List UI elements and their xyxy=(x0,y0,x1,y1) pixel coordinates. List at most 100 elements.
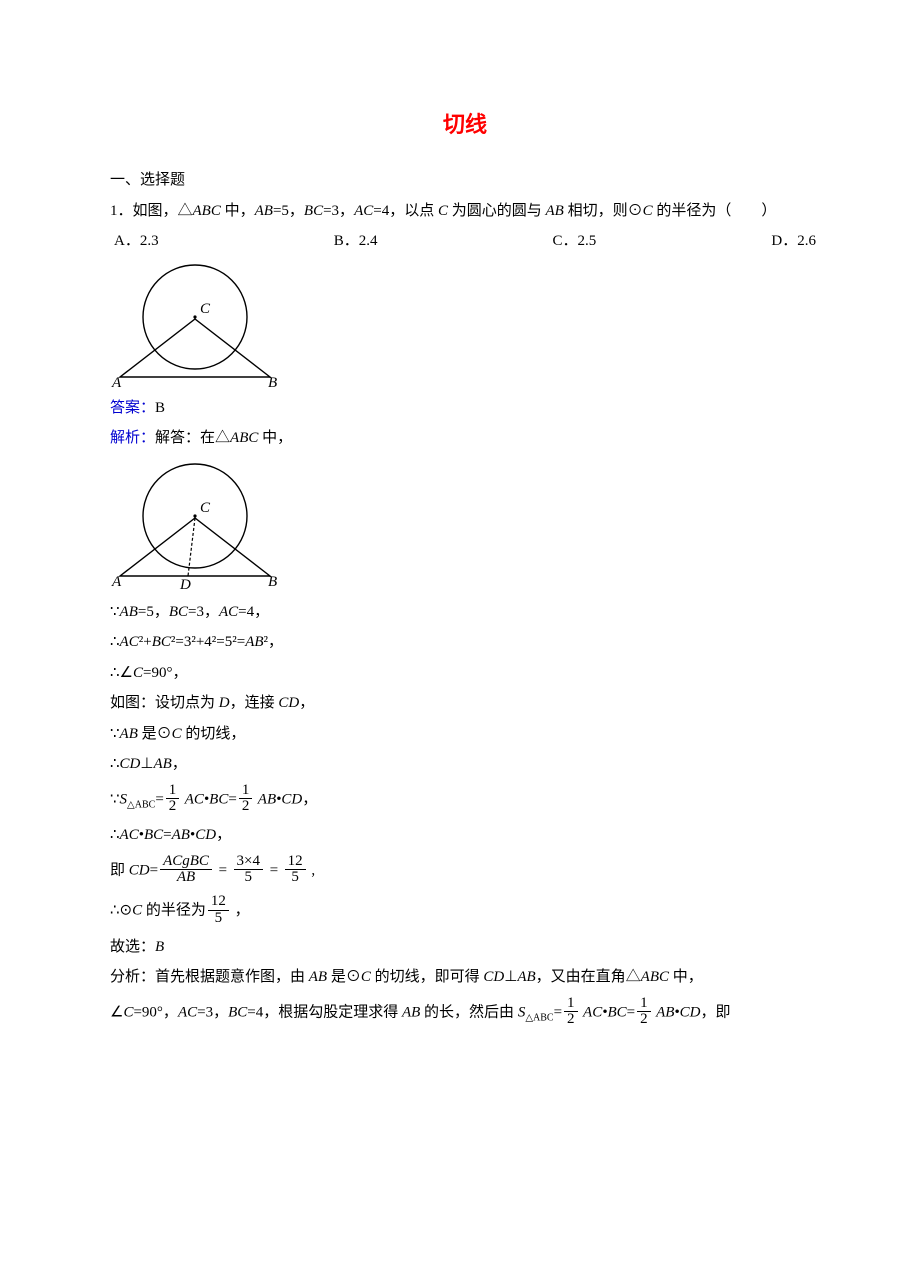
svg-text:D: D xyxy=(179,577,191,593)
t: 1 xyxy=(637,996,651,1013)
q1-c2: C xyxy=(643,203,653,219)
fraction-12-5-b: 125 xyxy=(208,894,229,927)
step-2: ∴AC²+BC²=3²+4²=5²=AB²， xyxy=(110,631,820,654)
t: 2 xyxy=(166,799,180,815)
q1-text: 1．如图，△ xyxy=(110,203,193,219)
t: 如图：设切点为 xyxy=(110,695,219,711)
svg-text:B: B xyxy=(268,375,277,389)
t: =5， xyxy=(138,604,169,620)
t: 分析：首先根据题意作图，由 xyxy=(110,969,309,985)
explain-label: 解析： xyxy=(110,430,155,446)
answer-label: 答案： xyxy=(110,400,155,416)
t: = xyxy=(228,791,236,807)
t: AC xyxy=(219,604,238,620)
t: 5 xyxy=(208,911,229,927)
t: 3×4 xyxy=(234,854,263,871)
t: ，连接 xyxy=(230,695,279,711)
t: ∵ xyxy=(110,791,120,807)
t: B xyxy=(155,939,164,955)
t: ⊥ xyxy=(140,756,153,772)
t: ACgBC xyxy=(160,854,212,871)
q1-c: C xyxy=(438,203,448,219)
t: AC•BC xyxy=(580,1004,627,1020)
t: AB xyxy=(120,604,138,620)
t: AB xyxy=(120,726,138,742)
t: 故选： xyxy=(110,939,155,955)
t: ²=3²+4²=5²= xyxy=(171,634,245,650)
t: 1 xyxy=(239,783,253,800)
t: 2 xyxy=(637,1012,651,1028)
t: 1 xyxy=(166,783,180,800)
t: △ABC xyxy=(127,799,155,810)
analysis-2: ∠C=90°，AC=3，BC=4，根据勾股定理求得 AB 的长，然后由 S△AB… xyxy=(110,997,820,1030)
t: = xyxy=(554,1004,562,1020)
answer-row: 答案：B xyxy=(110,397,820,420)
step-4: 如图：设切点为 D，连接 CD， xyxy=(110,692,820,715)
q1-text: =5， xyxy=(273,203,304,219)
t: ²， xyxy=(264,634,284,650)
t: AB xyxy=(172,827,190,843)
t: ， xyxy=(231,903,250,919)
t: ，即 xyxy=(701,1004,731,1020)
t: ， xyxy=(302,791,317,807)
t: C xyxy=(132,903,142,919)
q1-ab: AB xyxy=(255,203,273,219)
t: AB xyxy=(160,870,212,886)
t: AB xyxy=(309,969,327,985)
fraction-half-2: 12 xyxy=(239,783,253,816)
t: CD xyxy=(129,862,150,878)
t: CD xyxy=(278,695,299,711)
t: 中， xyxy=(669,969,703,985)
t: 5 xyxy=(234,870,263,886)
t: 5 xyxy=(285,870,306,886)
step-11: 故选：B xyxy=(110,936,820,959)
option-b: B．2.4 xyxy=(334,230,378,253)
t: = xyxy=(265,862,283,878)
diagram-1-svg: C A B xyxy=(110,259,285,389)
q1-ac: AC xyxy=(354,203,373,219)
step-10: ∴⊙C 的半径为125 ， xyxy=(110,895,820,928)
q1-text: =4，以点 xyxy=(373,203,438,219)
t: =90°， xyxy=(143,665,187,681)
fraction-acbc-ab: ACgBCAB xyxy=(160,854,212,887)
t: ， xyxy=(299,695,314,711)
t: = xyxy=(150,862,158,878)
t: AB•CD xyxy=(254,791,302,807)
q1-abc: ABC xyxy=(193,203,221,219)
diagram-2: C A B D xyxy=(110,458,820,593)
svg-text:B: B xyxy=(268,574,277,590)
t: D xyxy=(219,695,230,711)
t: AB xyxy=(517,969,535,985)
explain-row: 解析：解答：在△ABC 中， xyxy=(110,427,820,450)
step-6: ∴CD⊥AB， xyxy=(110,753,820,776)
svg-text:A: A xyxy=(111,375,122,389)
t: =4，根据勾股定理求得 xyxy=(247,1004,402,1020)
section-heading: 一、选择题 xyxy=(110,169,820,192)
step-1: ∵AB=5，BC=3，AC=4， xyxy=(110,601,820,624)
t: ∵ xyxy=(110,726,120,742)
question-1-options: A．2.3 B．2.4 C．2.5 D．2.6 xyxy=(114,230,816,253)
option-d: D．2.6 xyxy=(771,230,816,253)
t: ， xyxy=(172,756,187,772)
t: , xyxy=(308,862,316,878)
step-7: ∵S△ABC=12 AC•BC=12 AB•CD， xyxy=(110,784,820,817)
t: 是⊙ xyxy=(327,969,361,985)
q1-text: =3， xyxy=(323,203,354,219)
t: ABC xyxy=(641,969,669,985)
step-9: 即 CD=ACgBCAB = 3×45 = 125 , xyxy=(110,855,820,888)
q1-text: 相切，则⊙ xyxy=(564,203,643,219)
fraction-12-5: 125 xyxy=(285,854,306,887)
diagram-2-svg: C A B D xyxy=(110,458,285,593)
t: AB•CD xyxy=(653,1004,701,1020)
t: CD xyxy=(483,969,504,985)
fraction-half-1: 12 xyxy=(166,783,180,816)
t: AB xyxy=(245,634,263,650)
t: C xyxy=(172,726,182,742)
t: ∵ xyxy=(110,604,120,620)
t: CD xyxy=(120,756,141,772)
q1-text: 为圆心的圆与 xyxy=(448,203,546,219)
t: ，又由在直角△ xyxy=(536,969,641,985)
t: ²+ xyxy=(139,634,152,650)
page-title: 切线 xyxy=(110,108,820,141)
document-page: 切线 一、选择题 1．如图，△ABC 中，AB=5，BC=3，AC=4，以点 C… xyxy=(0,0,920,1274)
